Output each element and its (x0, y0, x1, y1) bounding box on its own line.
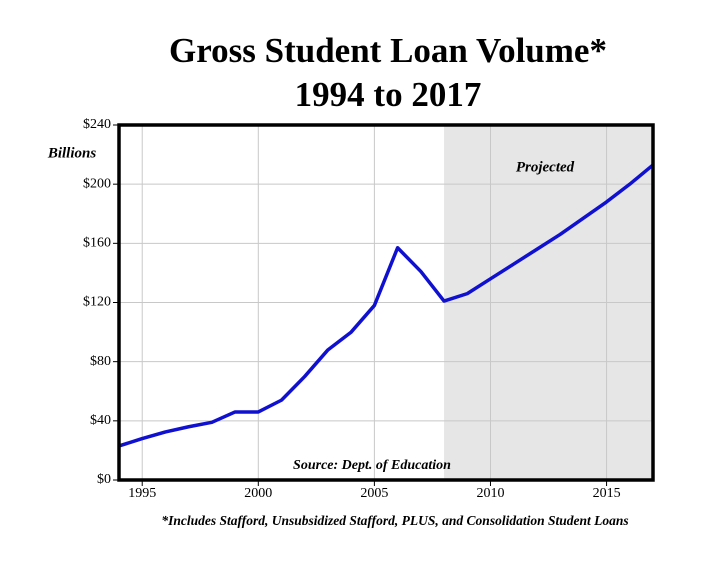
plot-frame (117, 123, 655, 482)
y-tick-label: $80 (90, 354, 111, 369)
x-tick-label: 1995 (128, 486, 156, 501)
source-note: Source: Dept. of Education (293, 458, 451, 473)
footnote: *Includes Stafford, Unsubsidized Staffor… (161, 513, 628, 528)
y-tick-label: $40 (90, 413, 111, 428)
region-label: Projected (516, 159, 575, 175)
y-tick-label: $160 (83, 236, 111, 251)
y-tick-label: $200 (83, 176, 111, 191)
chart-title: 1994 to 2017 (295, 75, 482, 114)
chart-title: Gross Student Loan Volume* (169, 31, 607, 70)
x-tick-label: 2005 (360, 486, 388, 501)
x-tick-label: 2010 (476, 486, 504, 501)
y-tick-label: $240 (83, 117, 111, 132)
y-tick-label: $120 (83, 295, 111, 310)
y-tick-label: $0 (97, 472, 111, 487)
y-unit-label: Billions (47, 145, 97, 161)
x-tick-label: 2000 (244, 486, 272, 501)
data-line (118, 163, 655, 448)
x-tick-label: 2015 (593, 486, 621, 501)
